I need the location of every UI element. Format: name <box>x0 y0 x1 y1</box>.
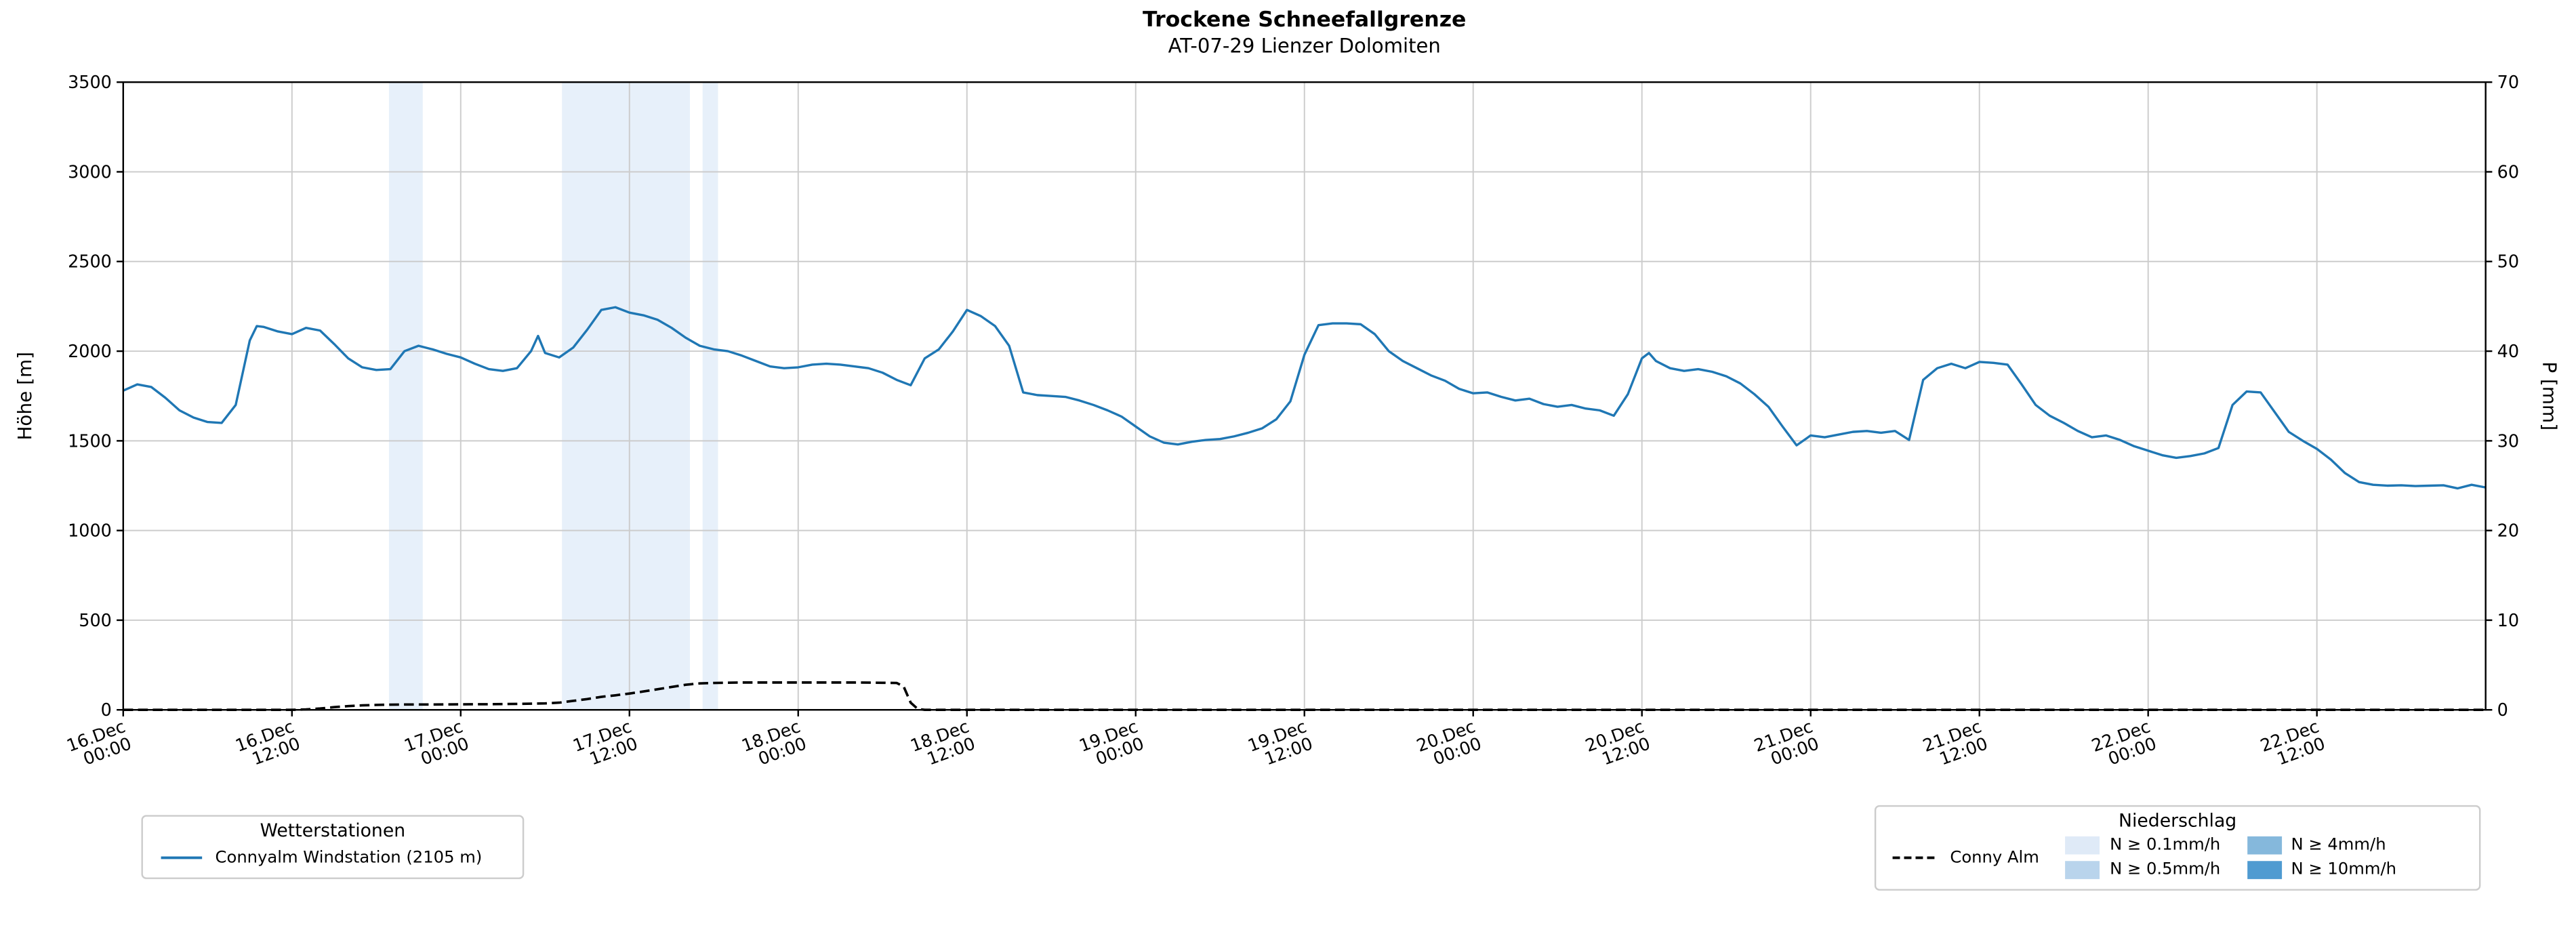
legend-item-label: N ≥ 0.5mm/h <box>2110 861 2221 879</box>
x-tick-label: 21.Dec00:00 <box>1751 716 1822 773</box>
x-tick-label: 18.Dec12:00 <box>907 716 978 773</box>
legend-item-precip-0.5: N ≥ 0.5mm/h <box>2065 861 2221 879</box>
precip-swatch-4-icon <box>2247 836 2281 855</box>
station-line-sample-icon <box>161 856 203 860</box>
chart-subtitle: AT-07-29 Lienzer Dolomiten <box>1168 34 1441 58</box>
y-tick-label-left: 1500 <box>68 431 112 451</box>
y-tick-label-right: 20 <box>2497 521 2519 542</box>
legend-wetterstationen-title: Wetterstationen <box>260 820 406 842</box>
x-tick-label: 18.Dec00:00 <box>739 716 809 773</box>
y-tick-label-left: 3000 <box>68 162 112 182</box>
x-tick-label: 21.Dec12:00 <box>1920 716 1990 773</box>
x-tick-label: 17.Dec12:00 <box>570 716 640 773</box>
y-tick-label-right: 70 <box>2497 73 2519 93</box>
y-tick-label-right: 30 <box>2497 431 2519 451</box>
x-tick-label: 17.Dec00:00 <box>401 716 472 773</box>
chart-title: Trockene Schneefallgrenze <box>1143 8 1467 33</box>
legend-item-precip-10: N ≥ 10mm/h <box>2247 861 2396 879</box>
legend-item-precip-4: N ≥ 4mm/h <box>2247 836 2396 855</box>
x-tick-label: 22.Dec00:00 <box>2089 716 2159 773</box>
y-tick-label-left: 0 <box>101 700 112 721</box>
series-connyalm-windstation <box>123 306 2486 490</box>
precip-swatch-10-icon <box>2247 861 2281 879</box>
x-tick-label: 16.Dec12:00 <box>233 716 304 773</box>
legend-item-connyalm-windstation: Connyalm Windstation (2105 m) <box>159 848 523 868</box>
precip-band <box>562 82 691 710</box>
precip-swatch-0.5-icon <box>2065 861 2100 879</box>
x-tick-label: 19.Dec00:00 <box>1076 716 1147 773</box>
y-tick-label-left: 1000 <box>68 521 112 542</box>
x-tick-label: 20.Dec12:00 <box>1582 716 1653 773</box>
y-tick-label-right: 0 <box>2497 700 2508 721</box>
legend-item-label: N ≥ 0.1mm/h <box>2110 836 2221 855</box>
precip-swatch-0.1-icon <box>2065 836 2100 855</box>
y-tick-label-left: 500 <box>79 611 112 631</box>
y-tick-label-right: 10 <box>2497 611 2519 631</box>
y-tick-label-right: 40 <box>2497 342 2519 362</box>
legend-item-label: Connyalm Windstation (2105 m) <box>215 849 483 867</box>
x-tick-label: 16.Dec00:00 <box>64 716 135 773</box>
y-tick-label-right: 60 <box>2497 162 2519 182</box>
precip-band <box>388 82 423 710</box>
legend-niederschlag-title: Niederschlag <box>2119 810 2237 832</box>
y-axis-title-right: P [mm] <box>2538 361 2562 431</box>
x-tick-label: 20.Dec00:00 <box>1414 716 1484 773</box>
y-tick-label-left: 3500 <box>68 73 112 93</box>
precip-band <box>702 82 718 710</box>
legend-item-conny-alm: Conny Alm <box>1891 848 2039 868</box>
legend-item-label: N ≥ 4mm/h <box>2291 836 2386 855</box>
x-tick-label: 19.Dec12:00 <box>1245 716 1315 773</box>
dashed-line-sample-icon <box>1892 856 1939 860</box>
legend-item-label: Conny Alm <box>1950 849 2039 867</box>
legend-item-precip-0.1: N ≥ 0.1mm/h <box>2065 836 2221 855</box>
legend-item-label: N ≥ 10mm/h <box>2291 861 2397 879</box>
y-tick-label-right: 50 <box>2497 252 2519 272</box>
y-tick-label-left: 2000 <box>68 342 112 362</box>
legend-wetterstationen: Wetterstationen Connyalm Windstation (21… <box>141 815 525 879</box>
legend-niederschlag: Niederschlag Conny Alm N ≥ 0.1mm/h N ≥ 0… <box>1874 805 2481 891</box>
y-axis-title-left: Höhe [m] <box>13 351 37 441</box>
y-tick-label-left: 2500 <box>68 252 112 272</box>
x-tick-label: 22.Dec12:00 <box>2257 716 2328 773</box>
